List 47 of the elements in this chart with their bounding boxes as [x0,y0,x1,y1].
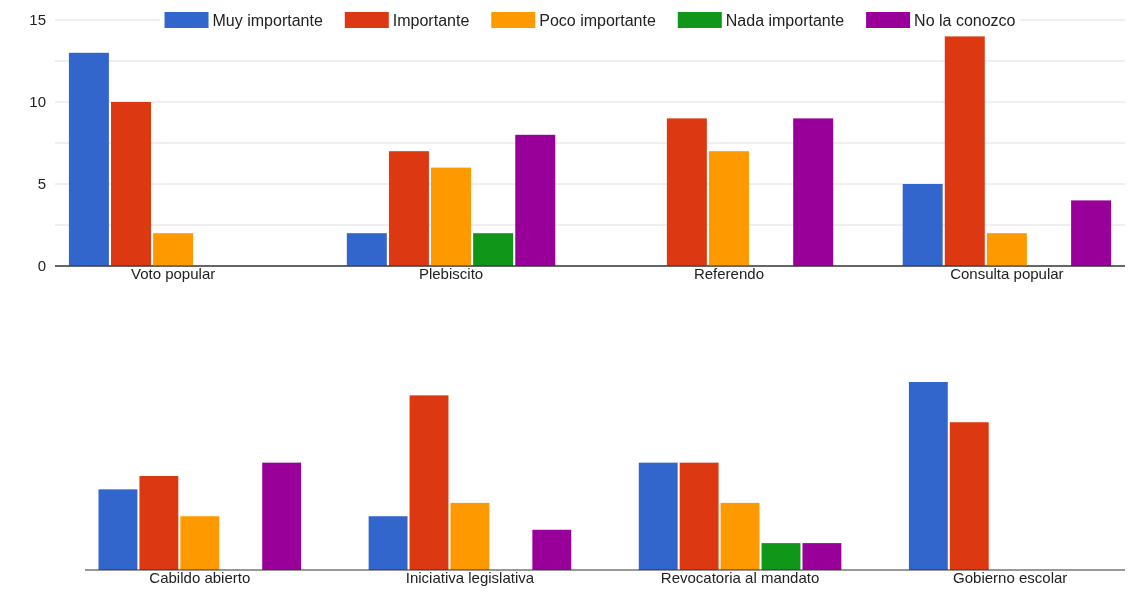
bar [793,118,834,266]
x-tick-label: Iniciativa legislativa [405,569,535,586]
x-tick-label: Referendo [693,265,764,282]
bar [761,543,801,570]
bar [515,134,556,266]
x-tick-label: Voto popular [130,265,216,282]
bar [180,516,220,570]
bar [431,167,472,266]
bar [944,36,985,266]
bar [679,462,719,570]
y-tick-label: 15 [29,11,46,29]
bar [720,502,760,570]
bar [473,233,514,266]
bar [986,233,1027,266]
bar [638,462,678,570]
bar [68,52,109,266]
bar [111,102,152,266]
y-tick-label: 5 [37,175,46,193]
legend-label: No la conozco [914,12,1016,29]
x-tick-label: Cabildo abierto [149,569,251,586]
legend-label: Poco importante [539,12,656,29]
bar [666,118,707,266]
y-tick-label: 10 [29,93,46,111]
x-tick-label: Consulta popular [950,265,1064,282]
bar [1071,200,1112,266]
legend-label: Importante [392,12,470,29]
bar [388,151,429,266]
y-tick-label: 0 [37,257,46,275]
bar [902,184,943,266]
bar [708,151,749,266]
bar [532,529,572,570]
legend-label: Muy importante [212,12,323,29]
bar [368,516,408,570]
bar [98,489,138,570]
bar [153,233,194,266]
legend-label: Nada importante [725,12,845,29]
x-tick-label: Gobierno escolar [953,569,1068,586]
bar [262,462,302,570]
bar [346,233,387,266]
bar [409,395,449,570]
bar [908,382,948,570]
bar [949,422,989,570]
x-tick-label: Plebiscito [418,265,484,282]
bar [802,543,842,570]
bar [450,502,490,570]
x-tick-label: Revocatoria al mandato [660,569,820,586]
bar [139,476,179,570]
